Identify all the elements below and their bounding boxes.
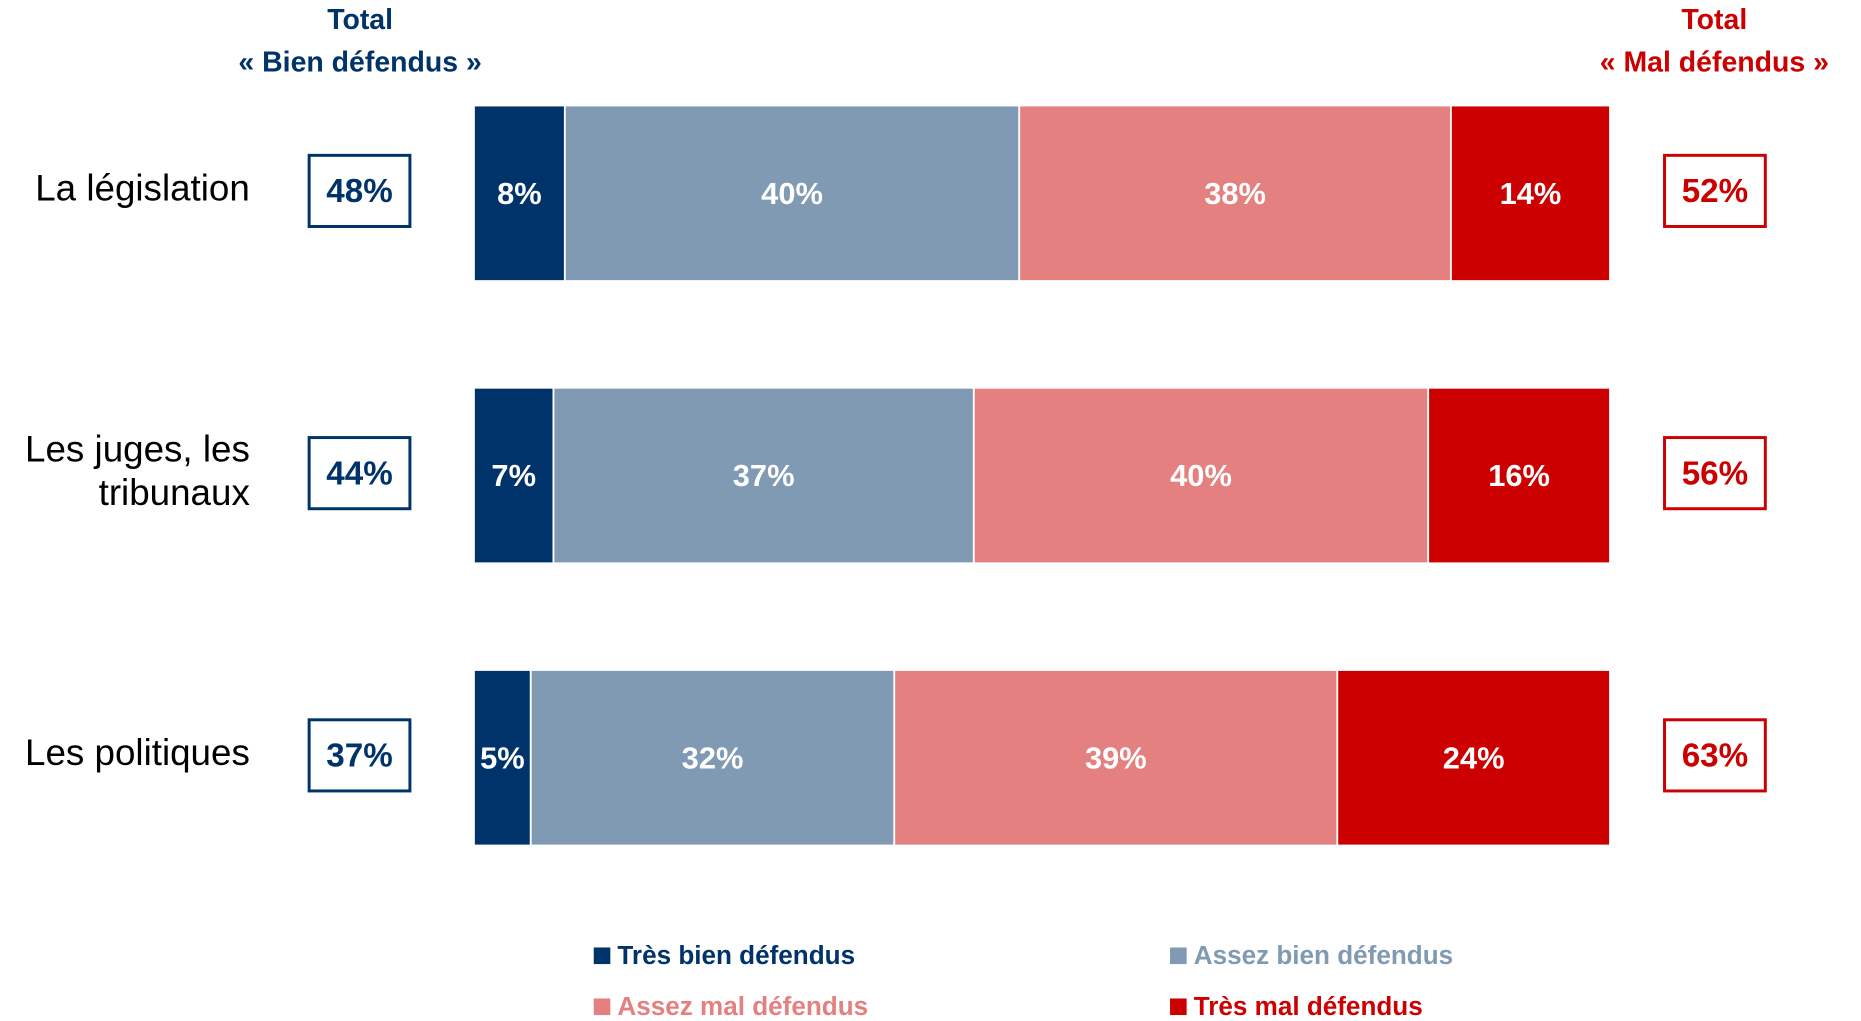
bar-segment [1336, 669, 1611, 847]
total-box [1663, 718, 1767, 793]
bar-segment [529, 669, 896, 847]
legend-label: Très mal défendus [1194, 991, 1423, 1021]
total-header: Total [1681, 4, 1747, 36]
data-label: 40% [761, 176, 823, 211]
data-label: 14% [1500, 176, 1562, 211]
bar-segment [893, 669, 1339, 847]
data-label: 38% [1204, 176, 1266, 211]
total-box [1663, 436, 1767, 511]
bar-segment [1018, 104, 1452, 282]
legend-swatch [1170, 947, 1187, 965]
total-box [307, 153, 412, 228]
data-label: 16% [1488, 458, 1550, 493]
total-value: 44% [326, 455, 392, 492]
bar-segment [1427, 386, 1611, 565]
bar-segment [563, 104, 1021, 282]
category-label-box: La législation [35, 167, 250, 210]
bar-segment [473, 669, 532, 847]
bar-segment [473, 386, 555, 565]
data-label: 8% [497, 176, 542, 211]
total-header: « Mal défendus » [1600, 47, 1829, 79]
category-label-box: Les juges, les tribunaux [25, 427, 250, 514]
data-label: 40% [1170, 458, 1232, 493]
category-label: La législation [35, 167, 250, 210]
data-label: 7% [491, 458, 536, 493]
legend-swatch [1170, 998, 1187, 1016]
bar-segment [552, 386, 975, 565]
total-box [307, 718, 412, 793]
category-label: Les politiques [25, 732, 250, 774]
data-label: 24% [1443, 740, 1505, 775]
bar-segment [473, 104, 566, 282]
data-label: 32% [682, 740, 744, 775]
total-value: 52% [1682, 173, 1748, 210]
category-label-box: Les politiques [25, 732, 250, 774]
total-box [307, 436, 412, 511]
total-header: Total [327, 4, 393, 36]
bar-segment [1450, 104, 1611, 282]
category-label: Les juges, les tribunaux [25, 427, 250, 514]
legend-label: Assez bien défendus [1194, 940, 1453, 970]
legend-label: Assez mal défendus [617, 991, 868, 1021]
total-box [1663, 153, 1767, 228]
legend-swatch [593, 947, 611, 965]
bar-segment [972, 386, 1430, 565]
total-value: 37% [326, 738, 392, 775]
data-label: 5% [480, 740, 525, 775]
legend-swatch [593, 998, 611, 1016]
total-value: 63% [1682, 738, 1748, 775]
total-header: « Bien défendus » [238, 47, 481, 79]
total-value: 56% [1682, 455, 1748, 492]
legend-label: Très bien défendus [617, 940, 855, 970]
total-value: 48% [326, 173, 392, 210]
data-label: 39% [1085, 740, 1147, 775]
data-label: 37% [733, 458, 795, 493]
